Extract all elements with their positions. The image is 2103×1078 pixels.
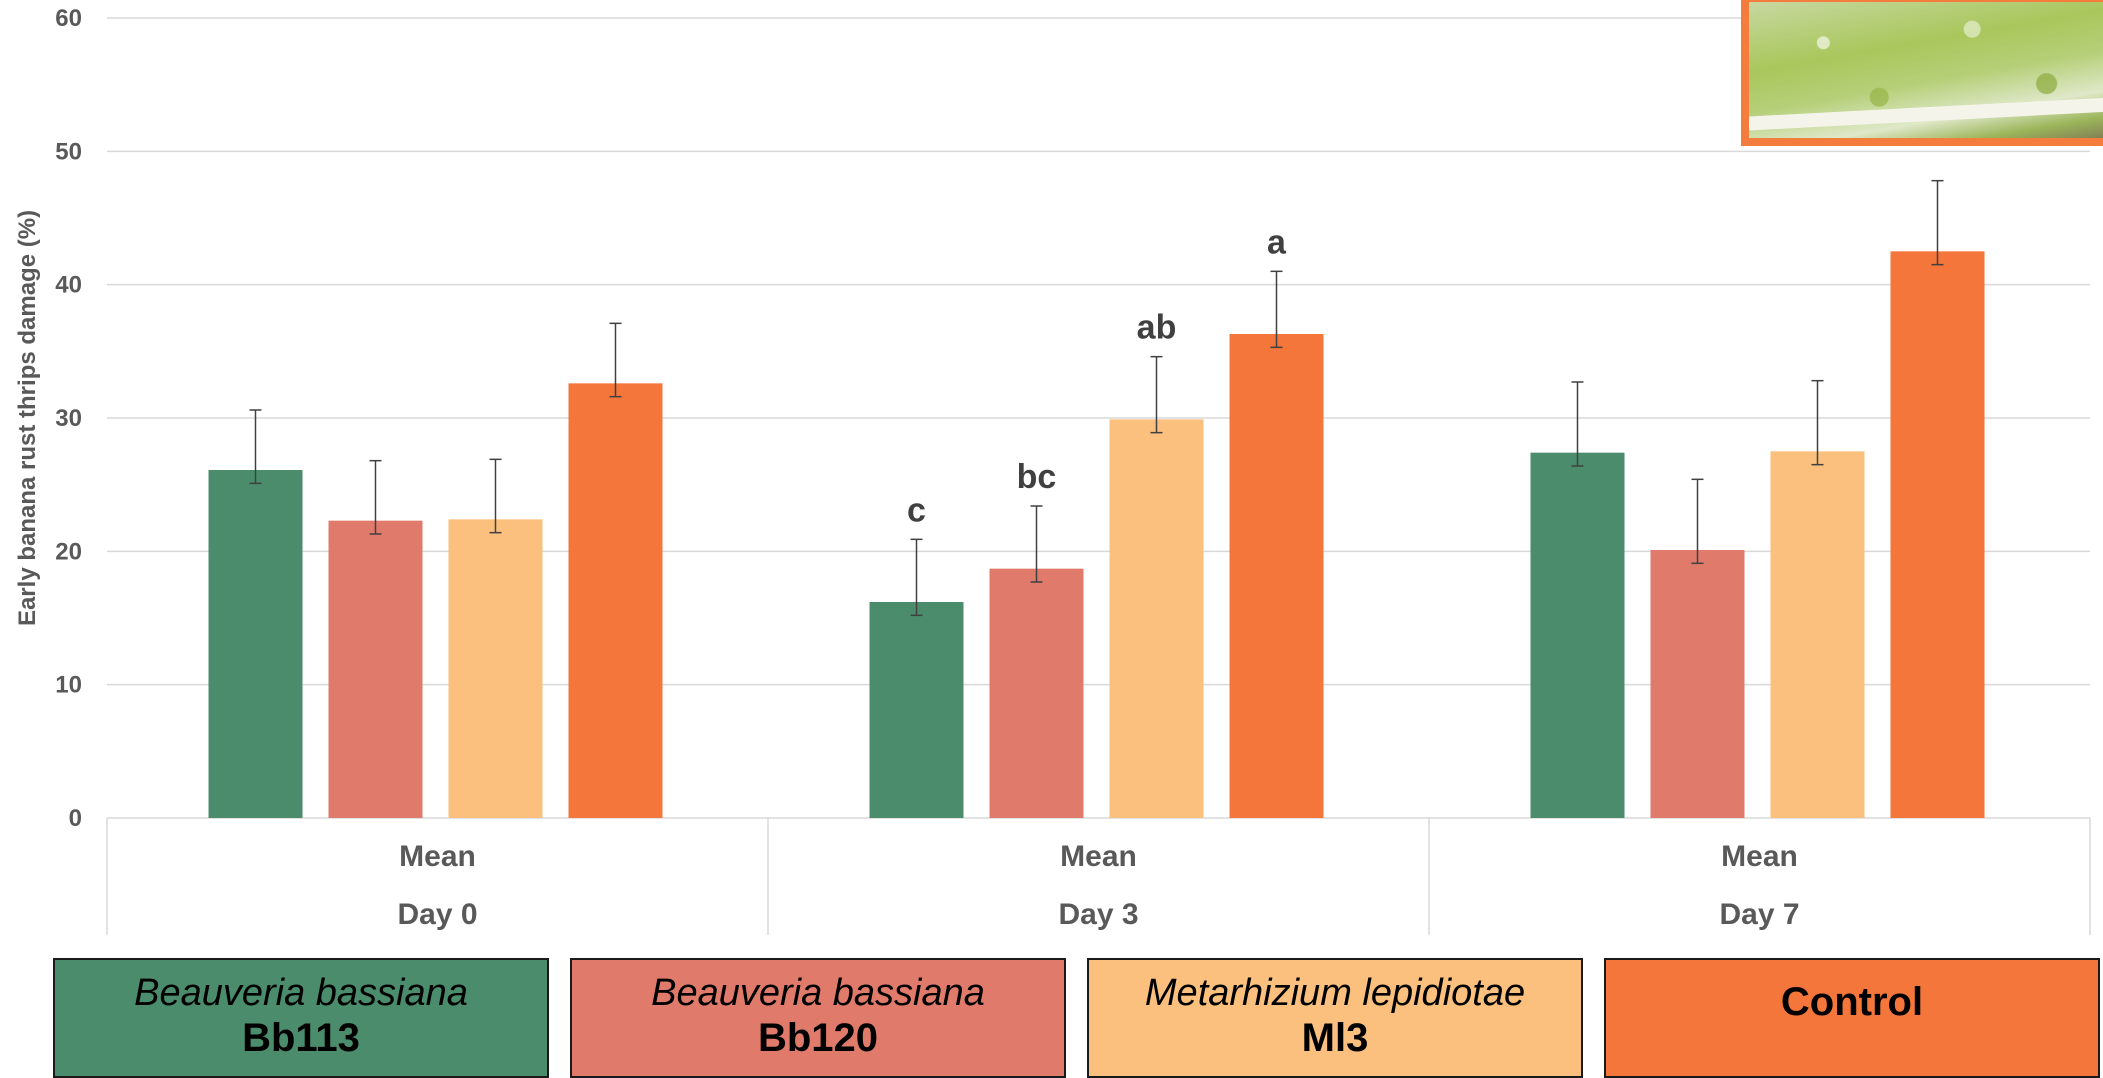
legend-box-bb120: Beauveria bassiana Bb120 (570, 958, 1066, 1078)
y-tick-label: 10 (55, 672, 82, 699)
category-labels: Mean Day 0 Mean Day 3 Mean Day 7 (397, 840, 1799, 931)
y-tick-label: 60 (55, 5, 82, 32)
bar (989, 568, 1084, 818)
y-tick-labels: 0 10 20 30 40 50 60 (55, 5, 82, 832)
bar (328, 520, 423, 818)
bar (1530, 452, 1625, 818)
error-bars (249, 179, 1944, 617)
legend-species-label: Beauveria bassiana (134, 972, 468, 1014)
category-sublabel: Day 3 (1058, 898, 1138, 931)
category-sublabel: Day 7 (1719, 898, 1799, 931)
y-tick-label: 40 (55, 272, 82, 299)
legend-box-control: Control (1604, 958, 2100, 1078)
legend-species-label: Beauveria bassiana (651, 972, 985, 1014)
legend-box-bb113: Beauveria bassiana Bb113 (53, 958, 549, 1078)
bar (208, 470, 303, 818)
legend-species-label: Metarhizium lepidiotae (1144, 972, 1526, 1014)
bar (1890, 251, 1985, 819)
gridlines (106, 17, 2091, 935)
y-tick-label: 50 (55, 138, 82, 165)
significance-labels: c bc ab a (907, 223, 1287, 529)
significance-letter: a (1267, 223, 1287, 261)
significance-letter: c (907, 491, 926, 529)
bar (568, 383, 663, 818)
significance-letter: ab (1137, 309, 1177, 347)
category-label: Mean (1721, 840, 1798, 873)
bar (1650, 550, 1745, 818)
bar (1109, 419, 1204, 818)
y-tick-label: 0 (69, 805, 82, 832)
y-tick-label: 30 (55, 405, 82, 432)
legend-strain-label: Bb113 (242, 1016, 360, 1060)
bar (448, 519, 543, 818)
legend-strain-label: Ml3 (1301, 1016, 1369, 1060)
legend-strain-label: Bb120 (757, 1016, 879, 1060)
bar (869, 602, 964, 818)
category-label: Mean (1060, 840, 1137, 873)
y-tick-label: 20 (55, 538, 82, 565)
legend-control-label: Control (1780, 980, 1924, 1024)
banana-rust-thrips-damage-photo (1741, 0, 2103, 146)
category-sublabel: Day 0 (397, 898, 477, 931)
y-axis-title: Early banana rust thrips damage (%) (14, 210, 41, 626)
bars (208, 251, 1985, 819)
bar (1770, 451, 1865, 818)
bar (1229, 334, 1324, 818)
significance-letter: bc (1017, 458, 1057, 496)
legend-box-ml3: Metarhizium lepidiotae Ml3 (1087, 958, 1583, 1078)
category-label: Mean (399, 840, 476, 873)
